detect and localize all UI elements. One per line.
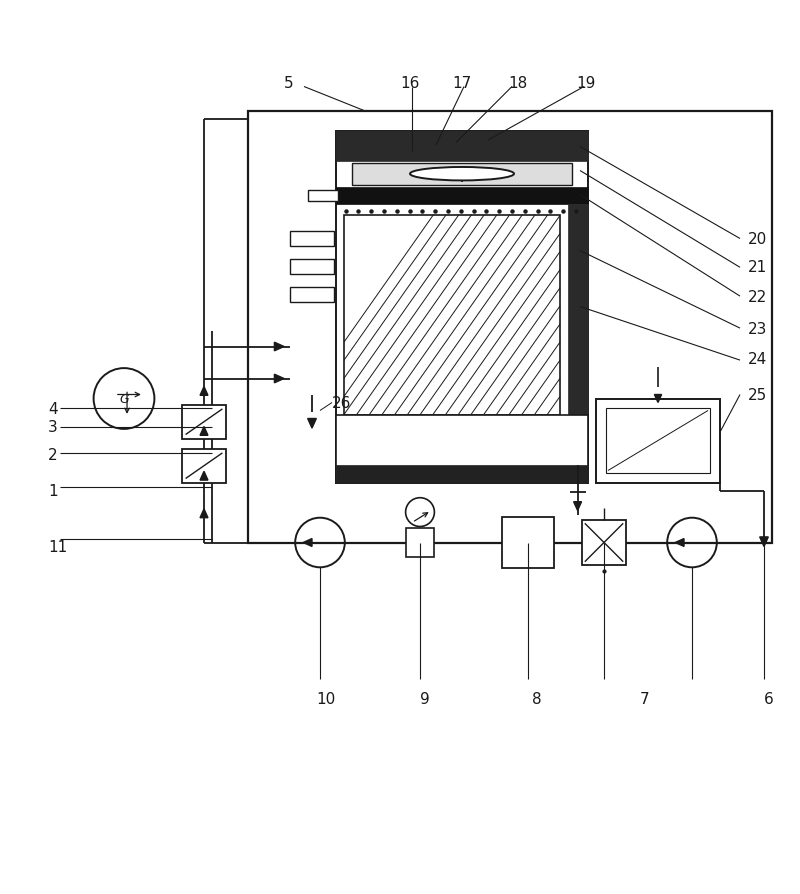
- Polygon shape: [760, 537, 768, 547]
- Text: 21: 21: [748, 260, 767, 274]
- Bar: [568, 205, 588, 417]
- Text: 3: 3: [48, 419, 58, 434]
- Bar: [606, 409, 710, 473]
- Bar: [336, 131, 588, 162]
- Text: 9: 9: [420, 691, 430, 706]
- Text: 8: 8: [532, 691, 542, 706]
- Polygon shape: [200, 427, 208, 435]
- Bar: [336, 415, 588, 483]
- Text: 22: 22: [748, 290, 767, 304]
- Bar: [182, 406, 226, 439]
- Text: 20: 20: [748, 232, 767, 247]
- Text: 23: 23: [748, 321, 767, 336]
- Polygon shape: [574, 502, 582, 511]
- Bar: [336, 131, 588, 483]
- Polygon shape: [654, 395, 662, 403]
- Text: 1: 1: [48, 484, 58, 499]
- Text: 10: 10: [316, 691, 335, 706]
- Bar: [336, 466, 588, 483]
- Polygon shape: [200, 510, 208, 519]
- Text: 2: 2: [48, 448, 58, 462]
- Text: 5: 5: [284, 76, 294, 91]
- Text: 16: 16: [400, 76, 419, 91]
- Text: 19: 19: [576, 76, 595, 91]
- Ellipse shape: [410, 168, 514, 181]
- Text: 7: 7: [640, 691, 650, 706]
- Bar: [308, 190, 338, 202]
- Polygon shape: [308, 419, 316, 428]
- Text: 24: 24: [748, 351, 767, 367]
- Polygon shape: [274, 342, 284, 351]
- Text: 6: 6: [764, 691, 774, 706]
- Text: 26: 26: [332, 395, 351, 410]
- Bar: [182, 450, 226, 483]
- Bar: [502, 518, 554, 569]
- Text: 4: 4: [48, 401, 58, 416]
- Text: 11: 11: [48, 539, 67, 554]
- Polygon shape: [274, 375, 284, 384]
- Bar: [582, 520, 626, 565]
- Bar: [290, 232, 334, 247]
- Bar: [290, 288, 334, 302]
- Bar: [344, 215, 560, 415]
- Bar: [596, 399, 720, 483]
- Bar: [352, 164, 572, 186]
- Polygon shape: [675, 539, 684, 547]
- Polygon shape: [200, 472, 208, 481]
- Polygon shape: [303, 539, 312, 547]
- Bar: [248, 112, 772, 543]
- Text: 17: 17: [452, 76, 471, 91]
- Text: G: G: [119, 392, 129, 406]
- Bar: [336, 187, 588, 205]
- Bar: [406, 528, 434, 557]
- Bar: [290, 260, 334, 274]
- Text: 25: 25: [748, 388, 767, 402]
- Text: 18: 18: [508, 76, 527, 91]
- Polygon shape: [200, 387, 208, 396]
